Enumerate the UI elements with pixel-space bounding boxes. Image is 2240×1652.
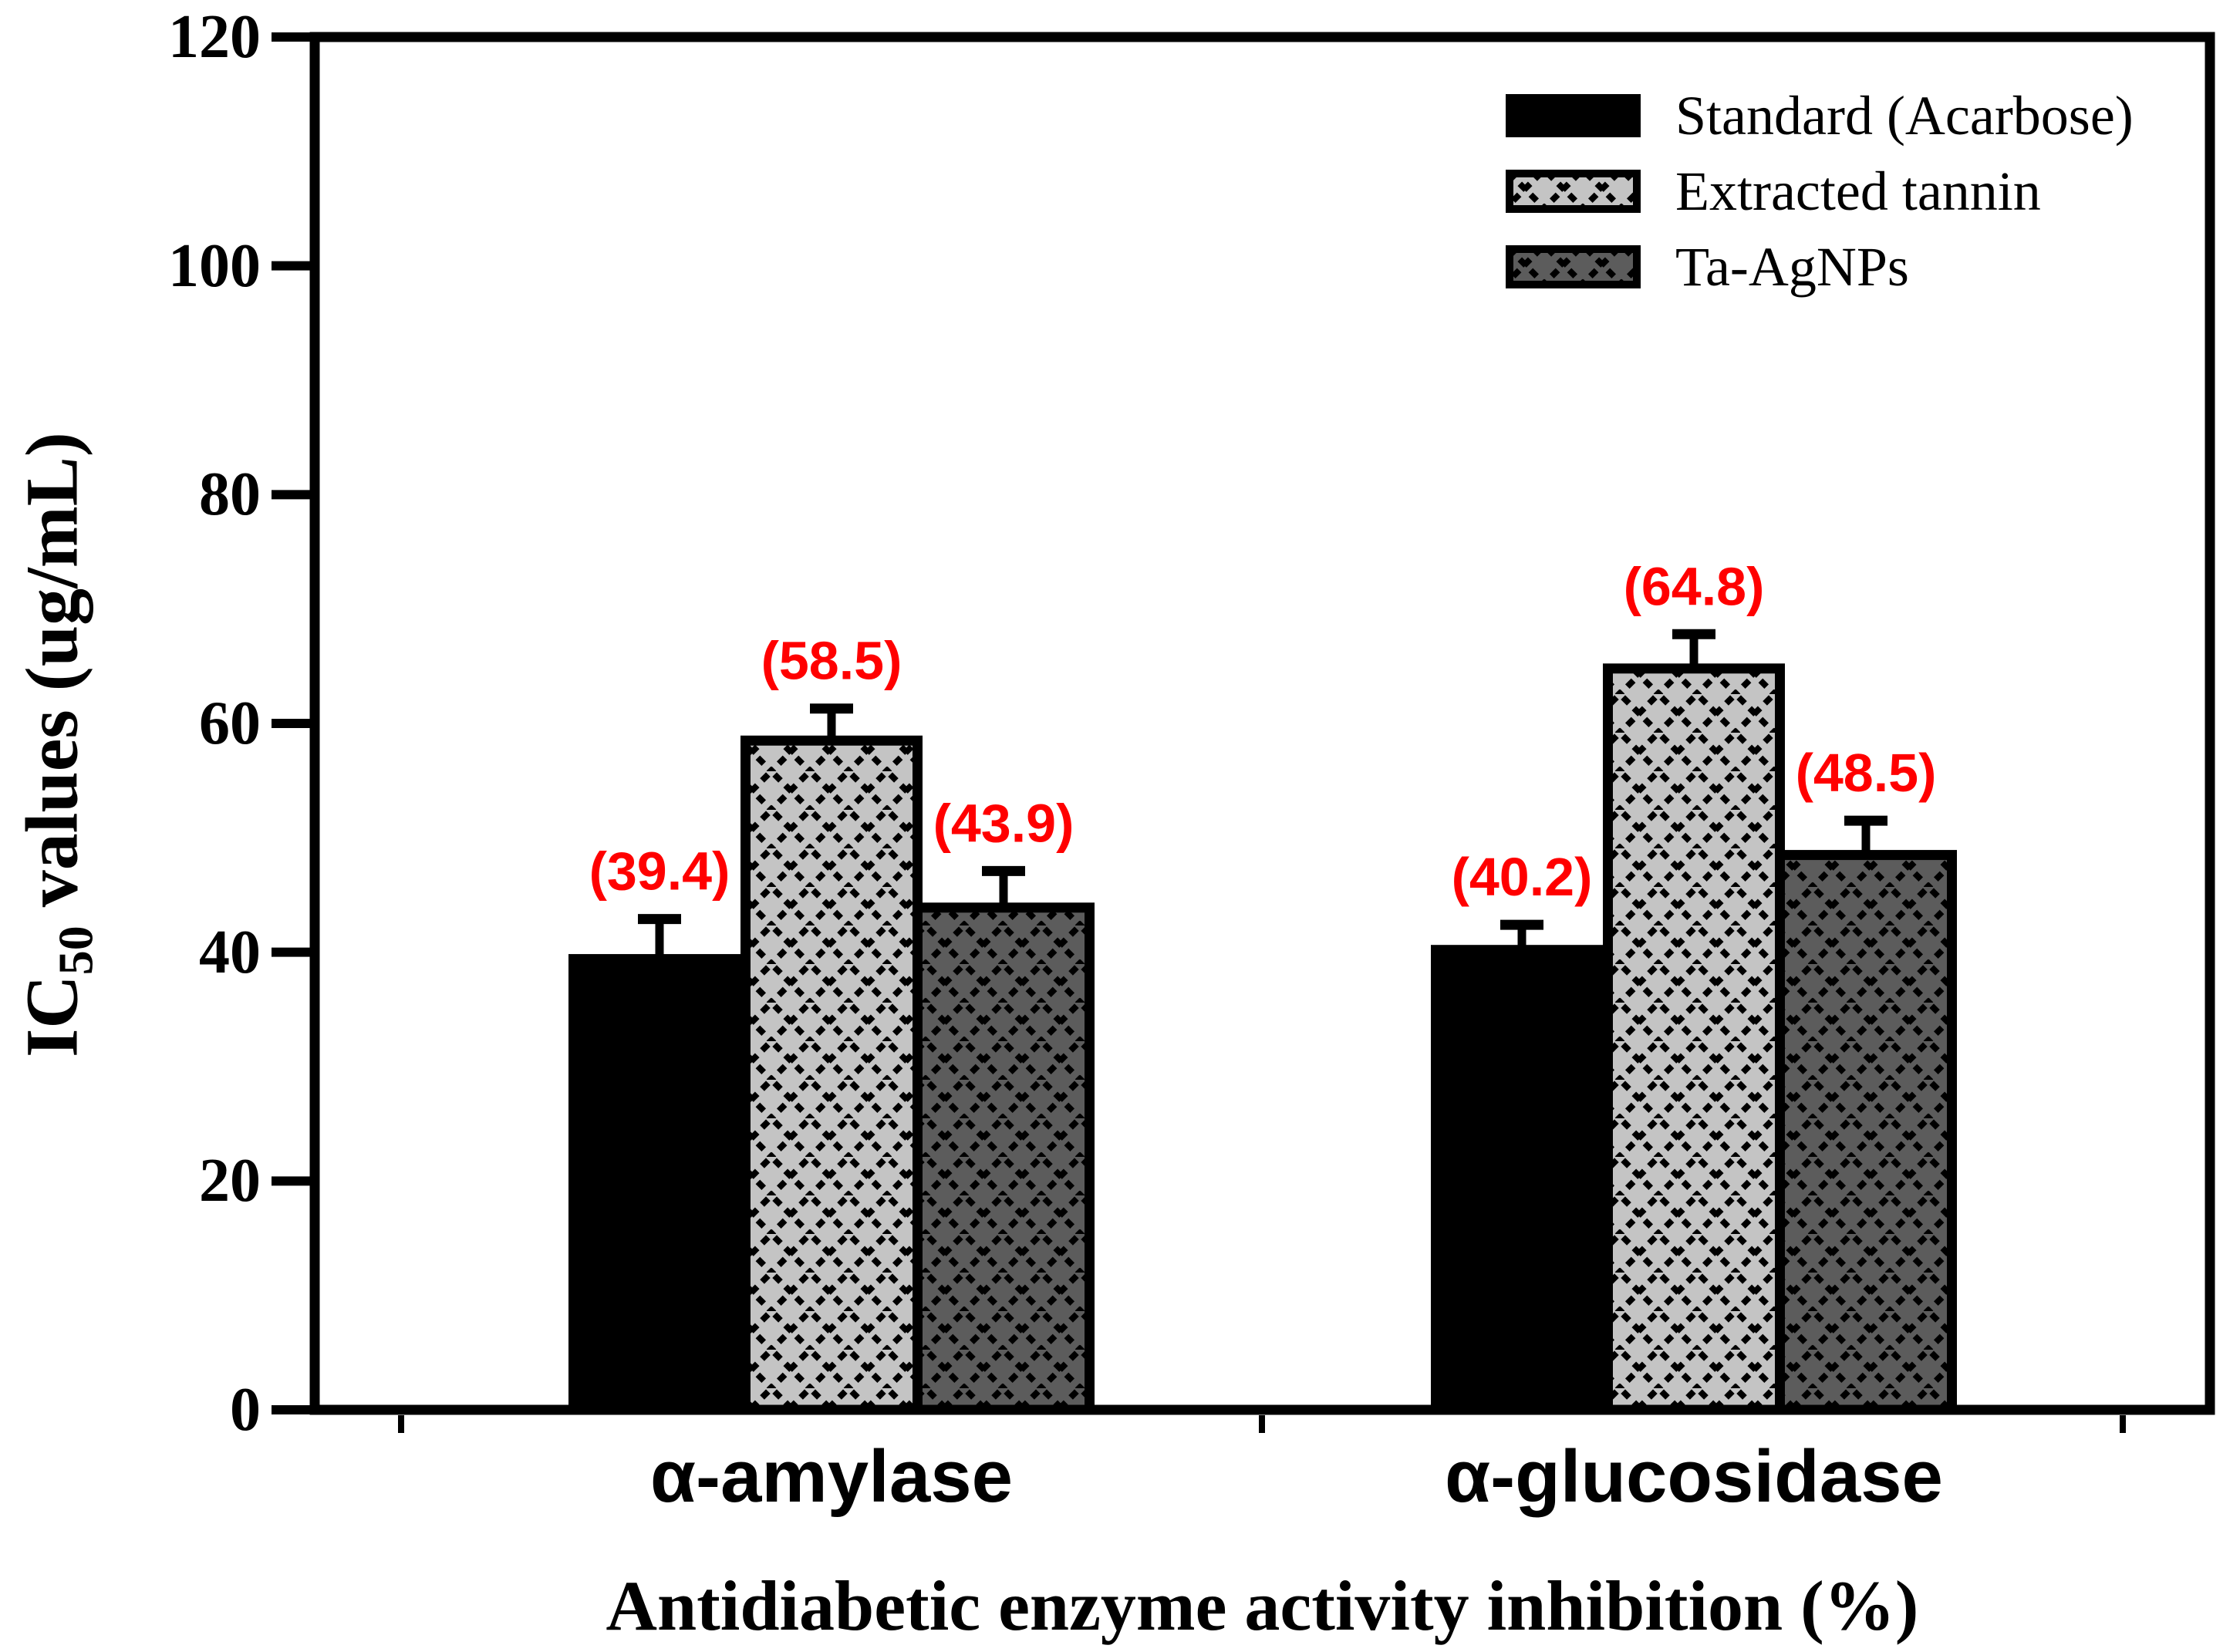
legend-row: Extracted tannin	[1506, 160, 2134, 222]
y-tick-label: 100	[168, 231, 261, 300]
category-label: α-amylase	[650, 1435, 1013, 1518]
data-label: (58.5)	[761, 631, 902, 691]
y-tick-label: 40	[199, 918, 261, 986]
legend-swatch	[1506, 245, 1641, 288]
legend-swatch	[1506, 170, 1641, 213]
y-tick-label: 20	[199, 1147, 261, 1215]
legend-label: Standard (Acarbose)	[1675, 84, 2134, 147]
bar	[740, 735, 923, 1415]
bar	[1431, 945, 1613, 1415]
y-tick-label: 0	[230, 1376, 261, 1444]
bar	[913, 902, 1095, 1415]
data-label: (40.2)	[1452, 847, 1593, 907]
legend-row: Standard (Acarbose)	[1506, 85, 2134, 147]
data-label: (43.9)	[933, 793, 1074, 853]
data-label: (48.5)	[1796, 743, 1937, 803]
data-label: (64.8)	[1624, 556, 1765, 616]
y-tick-label: 60	[199, 689, 261, 757]
data-label: (39.4)	[589, 841, 730, 902]
legend-label: Extracted tannin	[1675, 160, 2041, 222]
legend-row: Ta-AgNPs	[1506, 236, 2134, 298]
x-axis-title: Antidiabetic enzyme activity inhibition …	[606, 1566, 1919, 1645]
y-tick-label: 80	[199, 460, 261, 529]
y-tick-label: 120	[168, 3, 261, 71]
legend: Standard (Acarbose) Extracted tannin Ta-Ag…	[1506, 85, 2134, 321]
legend-swatch	[1506, 94, 1641, 137]
legend-label: Ta-AgNPs	[1675, 235, 1909, 298]
bar	[568, 954, 751, 1415]
bar	[1603, 663, 1785, 1415]
bar	[1775, 850, 1957, 1415]
category-label: α-glucosidase	[1445, 1435, 1943, 1518]
